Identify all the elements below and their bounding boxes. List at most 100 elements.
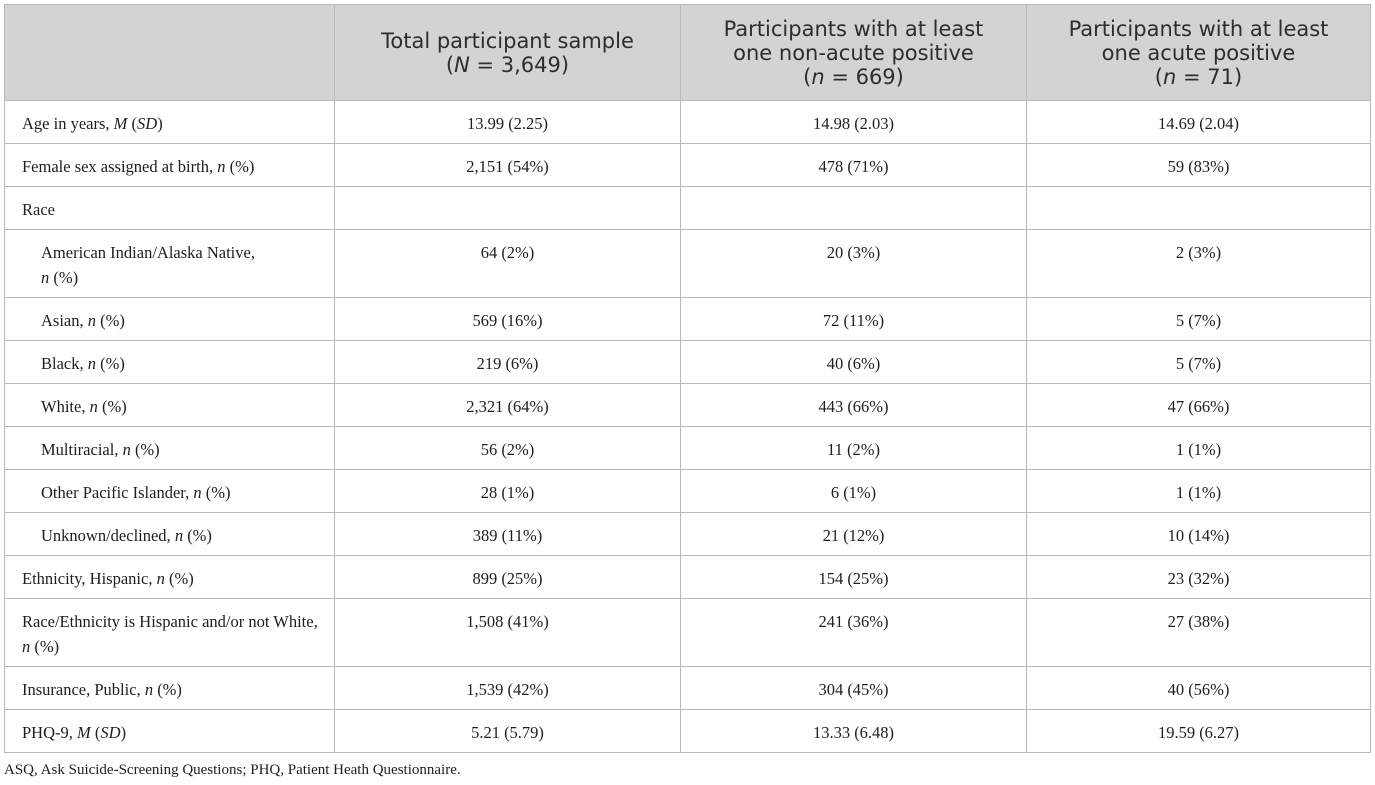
row-label-text: M bbox=[113, 114, 128, 133]
row-label-text: Unknown/declined, bbox=[41, 526, 175, 545]
cell-total: 219 (6%) bbox=[334, 340, 681, 384]
cell-total: 5.21 (5.79) bbox=[334, 709, 681, 753]
row-label-text: (%) bbox=[201, 483, 231, 502]
row-label: Race/Ethnicity is Hispanic and/or not Wh… bbox=[4, 598, 335, 667]
cell-total: 28 (1%) bbox=[334, 469, 681, 513]
table-row: Black, n (%) 219 (6%) 40 (6%) 5 (7%) bbox=[4, 340, 1371, 384]
header-text: = 3,649) bbox=[469, 52, 570, 77]
table-row: Asian, n (%) 569 (16%) 72 (11%) 5 (7%) bbox=[4, 297, 1371, 341]
table-row: Age in years, M (SD) 13.99 (2.25) 14.98 … bbox=[4, 100, 1371, 144]
table-row: Other Pacific Islander, n (%) 28 (1%) 6 … bbox=[4, 469, 1371, 513]
header-non-acute-positive: Participants with at least one non-acute… bbox=[680, 4, 1027, 101]
cell-non-acute: 241 (36%) bbox=[680, 598, 1027, 667]
cell-acute: 19.59 (6.27) bbox=[1026, 709, 1371, 753]
table-row: Race/Ethnicity is Hispanic and/or not Wh… bbox=[4, 598, 1371, 667]
row-label: Unknown/declined, n (%) bbox=[4, 512, 335, 556]
row-label-text: Asian, bbox=[41, 311, 88, 330]
row-label-text: (%) bbox=[225, 157, 255, 176]
cell-non-acute: 11 (2%) bbox=[680, 426, 1027, 470]
row-label: Age in years, M (SD) bbox=[4, 100, 335, 144]
cell-acute: 47 (66%) bbox=[1026, 383, 1371, 427]
cell-non-acute: 21 (12%) bbox=[680, 512, 1027, 556]
header-acute-positive: Participants with at least one acute pos… bbox=[1026, 4, 1371, 101]
cell-non-acute: 13.33 (6.48) bbox=[680, 709, 1027, 753]
header-text: one non-acute positive bbox=[733, 40, 974, 65]
cell-total: 389 (11%) bbox=[334, 512, 681, 556]
row-label-text: SD bbox=[100, 723, 121, 742]
row-label-text: Other Pacific Islander, bbox=[41, 483, 194, 502]
header-text: ( bbox=[445, 52, 455, 77]
demographics-table: Total participant sample (N = 3,649) Par… bbox=[4, 4, 1371, 753]
cell-acute bbox=[1026, 186, 1371, 230]
cell-total: 64 (2%) bbox=[334, 229, 681, 298]
table-row: Race bbox=[4, 186, 1371, 230]
cell-acute: 1 (1%) bbox=[1026, 426, 1371, 470]
cell-acute: 59 (83%) bbox=[1026, 143, 1371, 187]
row-label: White, n (%) bbox=[4, 383, 335, 427]
cell-acute: 14.69 (2.04) bbox=[1026, 100, 1371, 144]
cell-non-acute bbox=[680, 186, 1027, 230]
cell-total: 899 (25%) bbox=[334, 555, 681, 599]
row-label: Insurance, Public, n (%) bbox=[4, 666, 335, 710]
header-text: ( bbox=[803, 64, 812, 89]
row-label: PHQ-9, M (SD) bbox=[4, 709, 335, 753]
cell-non-acute: 304 (45%) bbox=[680, 666, 1027, 710]
row-label: Other Pacific Islander, n (%) bbox=[4, 469, 335, 513]
row-label-text: American Indian/Alaska Native, bbox=[41, 243, 255, 262]
row-label-text: n bbox=[22, 637, 31, 656]
cell-acute: 5 (7%) bbox=[1026, 340, 1371, 384]
cell-total: 56 (2%) bbox=[334, 426, 681, 470]
cell-acute: 5 (7%) bbox=[1026, 297, 1371, 341]
row-label-text: (%) bbox=[49, 268, 79, 287]
row-label-text: M bbox=[77, 723, 91, 742]
table-row: Insurance, Public, n (%) 1,539 (42%) 304… bbox=[4, 666, 1371, 710]
table-row: Ethnicity, Hispanic, n (%) 899 (25%) 154… bbox=[4, 555, 1371, 599]
row-label-text: (%) bbox=[183, 526, 212, 545]
header-text: = 71) bbox=[1176, 64, 1243, 89]
header-text: one acute positive bbox=[1101, 40, 1296, 65]
cell-total: 1,539 (42%) bbox=[334, 666, 681, 710]
header-text: Participants with at least bbox=[1068, 16, 1329, 41]
row-label-text: Female sex assigned at birth, bbox=[22, 157, 218, 176]
table-row: Multiracial, n (%) 56 (2%) 11 (2%) 1 (1%… bbox=[4, 426, 1371, 470]
row-label-text: (%) bbox=[164, 569, 194, 588]
table-row: American Indian/Alaska Native, n (%) 64 (… bbox=[4, 229, 1371, 298]
row-label-text: Black, bbox=[41, 354, 88, 373]
row-label: Female sex assigned at birth, n (%) bbox=[4, 143, 335, 187]
row-label-text: PHQ-9, bbox=[22, 723, 78, 742]
row-label: Ethnicity, Hispanic, n (%) bbox=[4, 555, 335, 599]
demographics-table-container: Total participant sample (N = 3,649) Par… bbox=[4, 4, 1371, 753]
row-label-text: (%) bbox=[153, 680, 182, 699]
table-row: Unknown/declined, n (%) 389 (11%) 21 (12… bbox=[4, 512, 1371, 556]
row-label-text: Age in years, bbox=[22, 114, 114, 133]
cell-non-acute: 40 (6%) bbox=[680, 340, 1027, 384]
row-label-text: n bbox=[89, 397, 98, 416]
cell-non-acute: 14.98 (2.03) bbox=[680, 100, 1027, 144]
row-label-text: ) bbox=[120, 723, 127, 742]
row-label-text: ( bbox=[127, 114, 138, 133]
row-label-text: (%) bbox=[97, 397, 127, 416]
row-label-text: n bbox=[156, 569, 165, 588]
row-label-text: n bbox=[144, 680, 154, 699]
header-text: Participants with at least bbox=[723, 16, 984, 41]
row-label-text: ( bbox=[90, 723, 101, 742]
cell-non-acute: 443 (66%) bbox=[680, 383, 1027, 427]
table-footnote: ASQ, Ask Suicide-Screening Questions; PH… bbox=[4, 762, 461, 778]
cell-non-acute: 478 (71%) bbox=[680, 143, 1027, 187]
row-label-text: n bbox=[174, 526, 184, 545]
cell-total: 569 (16%) bbox=[334, 297, 681, 341]
row-label-text: White, bbox=[41, 397, 90, 416]
row-label-text: n bbox=[87, 354, 96, 373]
row-label-text: n bbox=[122, 440, 131, 459]
row-label-text: n bbox=[217, 157, 226, 176]
cell-total: 2,151 (54%) bbox=[334, 143, 681, 187]
cell-acute: 10 (14%) bbox=[1026, 512, 1371, 556]
row-label-text: (%) bbox=[96, 311, 125, 330]
header-text: n bbox=[811, 64, 825, 89]
cell-acute: 2 (3%) bbox=[1026, 229, 1371, 298]
cell-non-acute: 6 (1%) bbox=[680, 469, 1027, 513]
cell-acute: 27 (38%) bbox=[1026, 598, 1371, 667]
row-label: Race bbox=[4, 186, 335, 230]
header-text: n bbox=[1163, 64, 1177, 89]
cell-acute: 40 (56%) bbox=[1026, 666, 1371, 710]
